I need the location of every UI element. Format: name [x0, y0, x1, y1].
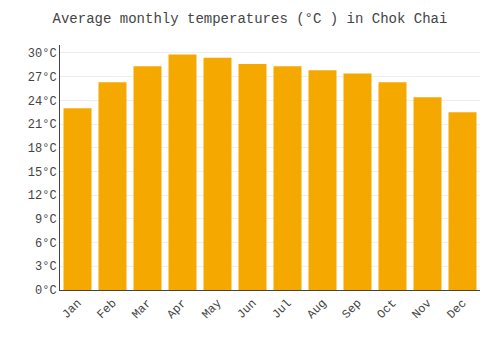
svg-text:Jul: Jul	[269, 297, 294, 322]
svg-text:Aug: Aug	[304, 297, 329, 322]
svg-text:Average monthly temperatures (: Average monthly temperatures (°C ) in Ch…	[53, 11, 448, 27]
svg-text:27°C: 27°C	[28, 71, 57, 85]
svg-text:Feb: Feb	[94, 297, 119, 322]
svg-text:3°C: 3°C	[35, 260, 57, 274]
svg-text:Jun: Jun	[234, 297, 259, 322]
svg-text:6°C: 6°C	[35, 237, 57, 251]
svg-text:May: May	[199, 297, 224, 322]
svg-text:21°C: 21°C	[28, 118, 57, 132]
svg-text:0°C: 0°C	[35, 284, 57, 298]
svg-text:24°C: 24°C	[28, 95, 57, 109]
svg-text:Oct: Oct	[374, 297, 399, 322]
svg-text:Nov: Nov	[409, 297, 434, 322]
svg-text:18°C: 18°C	[28, 142, 57, 156]
svg-text:Dec: Dec	[444, 297, 469, 322]
svg-text:Jan: Jan	[59, 297, 84, 322]
svg-text:Mar: Mar	[129, 297, 154, 322]
svg-text:30°C: 30°C	[28, 47, 57, 61]
svg-text:Sep: Sep	[339, 297, 364, 322]
svg-text:15°C: 15°C	[28, 166, 57, 180]
svg-text:9°C: 9°C	[35, 213, 57, 227]
svg-text:Apr: Apr	[164, 297, 189, 322]
svg-text:12°C: 12°C	[28, 189, 57, 203]
